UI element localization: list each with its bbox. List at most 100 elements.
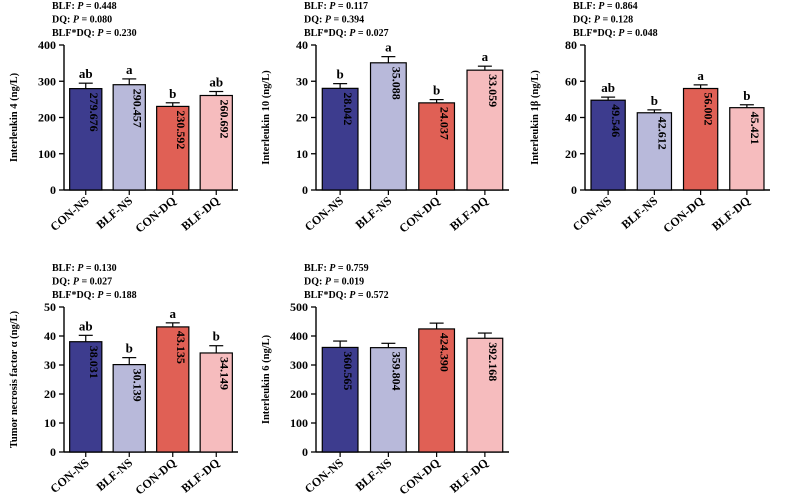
significance-letter: b (433, 83, 440, 98)
bar-value-label: 34.149 (217, 357, 231, 390)
stat-p-symbol: P (73, 277, 80, 288)
stat-p-symbol: P (73, 15, 80, 26)
y-tick-label: 100 (290, 416, 308, 430)
stat-p-symbol: P (97, 290, 104, 301)
y-tick-label: 0 (50, 183, 56, 197)
bar-con-ns (69, 341, 103, 453)
stat-label: BLF: (52, 1, 77, 12)
stat-p-value: = 0.027 (79, 277, 112, 288)
y-tick-label: 0 (50, 445, 56, 459)
stat-p-value: = 0.080 (79, 15, 112, 26)
x-tick-label: BLF-DQ (709, 194, 753, 234)
y-tick-label: 400 (290, 329, 308, 343)
significance-letter: b (126, 341, 133, 356)
stat-p-symbol: P (598, 1, 605, 12)
stat-label: BLF: (304, 1, 329, 12)
bar-value-label: 42.612 (655, 117, 669, 150)
stat-p-symbol: P (329, 1, 336, 12)
bar-value-label: 38.031 (87, 346, 101, 379)
y-tick-label: 50 (44, 300, 56, 314)
y-tick-label: 200 (290, 387, 308, 401)
stat-label: DQ: (52, 15, 73, 26)
stat-p-value: = 0.188 (103, 290, 136, 301)
bar-value-label: 392.168 (486, 342, 500, 381)
stat-label: BLF*DQ: (304, 28, 349, 39)
chart-il1b: BLF: P = 0.864 DQ: P = 0.128 BLF*DQ: P = 0… (530, 1, 770, 236)
significance-letter: b (651, 93, 658, 108)
stat-line: BLF: P = 0.130 (52, 263, 117, 274)
bar-con-ns (321, 87, 359, 191)
stat-line: DQ: P = 0.019 (304, 277, 364, 288)
bar-value-label: 424.390 (438, 333, 452, 372)
y-axis-title: Interleukin 6 (ng/L) (261, 334, 272, 424)
stat-p-value: = 0.027 (355, 28, 388, 39)
bar-value-label: 30.139 (130, 369, 144, 402)
stat-p-value: = 0.019 (331, 277, 364, 288)
x-tick-label: BLF-DQ (447, 194, 491, 234)
stat-p-symbol: P (594, 15, 601, 26)
significance-letter: b (743, 88, 750, 103)
stat-label: BLF: (573, 1, 598, 12)
bar-value-label: 45.421 (748, 112, 762, 145)
chart-tnfa: BLF: P = 0.130 DQ: P = 0.027 BLF*DQ: P = 0… (9, 263, 238, 498)
bar-con-ns (590, 99, 626, 191)
y-tick-label: 20 (565, 147, 577, 161)
stat-label: BLF*DQ: (52, 28, 97, 39)
y-tick-label: 30 (296, 74, 308, 88)
bar-con-ns (69, 88, 103, 191)
stat-p-value: = 0.394 (331, 15, 364, 26)
x-tick-label: BLF-DQ (178, 456, 222, 496)
y-tick-label: 100 (38, 147, 56, 161)
stat-label: DQ: (573, 15, 594, 26)
stat-p-symbol: P (325, 277, 332, 288)
stat-label: DQ: (304, 277, 325, 288)
y-tick-label: 10 (296, 147, 308, 161)
stat-line: BLF: P = 0.117 (304, 1, 368, 12)
bar-value-label: 24.037 (438, 107, 452, 140)
stat-p-value: = 0.759 (335, 263, 368, 274)
stat-label: BLF: (304, 263, 329, 274)
x-tick-label: CON-DQ (132, 194, 178, 236)
bar-value-label: 49.546 (609, 104, 623, 137)
stat-p-value: = 0.048 (624, 28, 657, 39)
bar-value-label: 260.692 (217, 99, 231, 138)
stat-p-symbol: P (349, 28, 356, 39)
y-tick-label: 400 (38, 38, 56, 52)
bar-value-label: 359.804 (389, 352, 403, 391)
y-tick-label: 300 (290, 358, 308, 372)
significance-letter: ab (601, 80, 615, 95)
stat-label: BLF*DQ: (573, 28, 618, 39)
x-tick-label: CON-NS (47, 193, 91, 234)
stat-line: BLF*DQ: P = 0.188 (52, 290, 137, 301)
bar-value-label: 360.565 (341, 351, 355, 390)
y-axis-title: Tumor necrosis factor α (ng/L) (9, 310, 20, 448)
significance-letter: a (385, 40, 392, 55)
stat-line: BLF*DQ: P = 0.027 (304, 28, 389, 39)
bar-value-label: 56.002 (702, 92, 716, 125)
y-tick-label: 30 (44, 358, 56, 372)
stat-line: DQ: P = 0.394 (304, 15, 364, 26)
stat-line: BLF: P = 0.759 (304, 263, 369, 274)
y-tick-label: 0 (571, 183, 577, 197)
x-tick-label: BLF-DQ (178, 194, 222, 234)
stat-p-value: = 0.117 (335, 1, 368, 12)
stat-p-symbol: P (349, 290, 356, 301)
y-tick-label: 0 (302, 183, 308, 197)
stat-p-value: = 0.572 (355, 290, 388, 301)
stat-p-symbol: P (77, 1, 84, 12)
bar-blf-ns (636, 112, 673, 191)
stat-label: BLF: (52, 263, 77, 274)
chart-il4: BLF: P = 0.448 DQ: P = 0.080 BLF*DQ: P = 0… (9, 1, 238, 236)
y-tick-label: 20 (44, 387, 56, 401)
significance-letter: b (337, 67, 344, 82)
significance-letter: a (126, 62, 133, 77)
stat-line: BLF*DQ: P = 0.572 (304, 290, 389, 301)
y-tick-label: 500 (290, 300, 308, 314)
x-tick-label: BLF-DQ (447, 456, 491, 496)
stat-line: DQ: P = 0.027 (52, 277, 112, 288)
bar-value-label: 279.676 (87, 93, 101, 132)
y-tick-label: 20 (296, 111, 308, 125)
bar-blf-dq (199, 94, 233, 191)
stat-line: BLF: P = 0.864 (573, 1, 638, 12)
